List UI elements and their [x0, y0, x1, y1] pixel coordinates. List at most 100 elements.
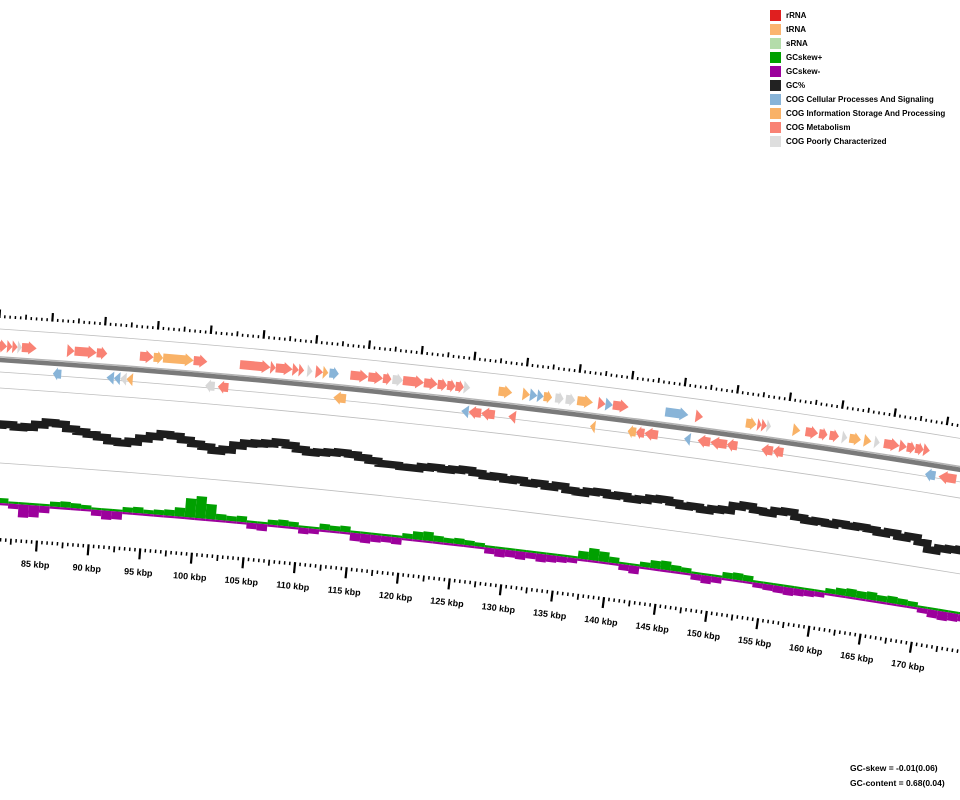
- legend-item-gcskew-minus: GCskew-: [770, 64, 945, 78]
- gene-arrow: [291, 362, 299, 376]
- legend-swatch-cog-cellular: [770, 93, 781, 105]
- gene-arrow: [863, 433, 872, 447]
- gene-arrow: [883, 438, 900, 452]
- legend-label: rRNA: [786, 10, 807, 20]
- forward-gene-track: [0, 339, 930, 457]
- gene-arrow: [761, 443, 774, 457]
- gene-arrow: [684, 432, 692, 446]
- legend-label: COG Information Storage And Processing: [786, 108, 946, 118]
- gene-arrow: [772, 445, 784, 459]
- gene-arrow: [17, 340, 22, 354]
- gene-arrow: [914, 442, 924, 456]
- scale-label-120kbp: 120 kbp: [378, 590, 413, 604]
- legend-swatch-rrna: [770, 9, 781, 21]
- scale-label-130kbp: 130 kbp: [481, 601, 516, 615]
- legend-label: GCskew+: [786, 52, 823, 62]
- gc-skew-track: [0, 495, 960, 622]
- legend-swatch-trna: [770, 23, 781, 35]
- gene-arrow: [828, 429, 839, 443]
- scale-label-95kbp: 95 kbp: [124, 566, 154, 578]
- legend-item-gc-percent: GC%: [770, 78, 945, 92]
- gene-arrow: [162, 353, 194, 367]
- gene-arrow: [463, 380, 471, 394]
- gene-arrow: [423, 376, 438, 390]
- gene-arrow: [306, 364, 313, 378]
- gene-arrow: [565, 393, 576, 407]
- gene-arrow: [627, 425, 637, 439]
- gene-arrow: [765, 419, 772, 433]
- gc-stats: GC-skew = -0.01(0.06) GC-content = 0.68(…: [850, 761, 945, 791]
- gene-arrow: [328, 366, 339, 380]
- gene-arrow: [604, 397, 613, 411]
- scale-label-160kbp: 160 kbp: [788, 642, 823, 657]
- gene-arrow: [536, 389, 544, 403]
- gene-arrow: [529, 388, 538, 402]
- legend-item-rrna: rRNA: [770, 8, 945, 22]
- scale-labels: 85 kbp 90 kbp 95 kbp 100 kbp 105 kbp 110 kbp 1…: [21, 558, 926, 673]
- legend-swatch-cog-metabolism: [770, 121, 781, 133]
- gene-arrow: [333, 391, 347, 405]
- gene-arrow: [74, 345, 97, 359]
- bottom-ruler: [0, 537, 959, 653]
- gene-arrow: [906, 441, 916, 455]
- gc-content-stat: GC-content = 0.68(0.04): [850, 778, 945, 788]
- legend-item-srna: sRNA: [770, 36, 945, 50]
- gene-arrow: [554, 391, 564, 405]
- gene-arrow: [697, 434, 711, 448]
- scale-label-170kbp: 170 kbp: [891, 658, 926, 673]
- gene-arrow: [437, 378, 448, 392]
- legend-swatch-gc-percent: [770, 79, 781, 91]
- gene-arrow: [269, 360, 276, 374]
- gridlines: [0, 328, 960, 575]
- scale-label-135kbp: 135 kbp: [532, 607, 567, 621]
- legend-label: sRNA: [786, 38, 808, 48]
- gene-arrow: [446, 379, 456, 393]
- gene-arrow: [521, 387, 531, 401]
- gene-arrow: [644, 427, 659, 441]
- gene-arrow: [841, 430, 848, 444]
- gene-arrow: [367, 371, 384, 385]
- gene-arrow: [508, 410, 517, 424]
- gene-arrow: [96, 346, 108, 360]
- gene-arrow: [468, 406, 482, 420]
- scale-label-140kbp: 140 kbp: [584, 614, 619, 628]
- legend-label: COG Poorly Characterized: [786, 136, 887, 146]
- legend-swatch-cog-poorly: [770, 135, 781, 147]
- gene-arrow: [804, 425, 819, 439]
- scale-label-90kbp: 90 kbp: [72, 562, 102, 574]
- gene-arrow: [938, 471, 957, 485]
- legend-label: GCskew-: [786, 66, 821, 76]
- legend-label: COG Metabolism: [786, 122, 851, 132]
- legend-swatch-cog-information: [770, 107, 781, 119]
- scale-label-150kbp: 150 kbp: [686, 627, 721, 642]
- gc-percent-line: [0, 418, 960, 556]
- gene-arrow: [298, 363, 305, 377]
- legend-item-gcskew-plus: GCskew+: [770, 50, 945, 64]
- gene-arrow: [694, 409, 704, 423]
- gene-arrow: [481, 407, 496, 421]
- gene-arrow: [612, 399, 629, 413]
- genome-backbone: [0, 356, 960, 473]
- gene-arrow: [726, 438, 738, 452]
- gene-arrow: [322, 365, 329, 379]
- gene-arrow: [205, 379, 216, 393]
- gene-arrow: [925, 468, 937, 482]
- legend-item-trna: tRNA: [770, 22, 945, 36]
- gene-arrow: [193, 354, 208, 368]
- gene-arrow: [597, 396, 606, 410]
- gene-arrow: [0, 339, 8, 353]
- scale-label-155kbp: 155 kbp: [737, 635, 772, 650]
- legend-item-cog-poorly: COG Poorly Characterized: [770, 134, 945, 148]
- gene-arrow: [153, 351, 164, 365]
- gene-arrow: [922, 443, 930, 457]
- gc-skew-stat: GC-skew = -0.01(0.06): [850, 763, 938, 773]
- gene-arrow: [576, 395, 593, 408]
- gene-arrow: [745, 417, 757, 431]
- scale-label-165kbp: 165 kbp: [840, 650, 875, 665]
- gene-arrow: [382, 372, 392, 386]
- gene-arrow: [756, 418, 762, 432]
- gene-arrow: [402, 375, 425, 389]
- legend-label: tRNA: [786, 24, 806, 34]
- gene-arrow: [126, 373, 134, 387]
